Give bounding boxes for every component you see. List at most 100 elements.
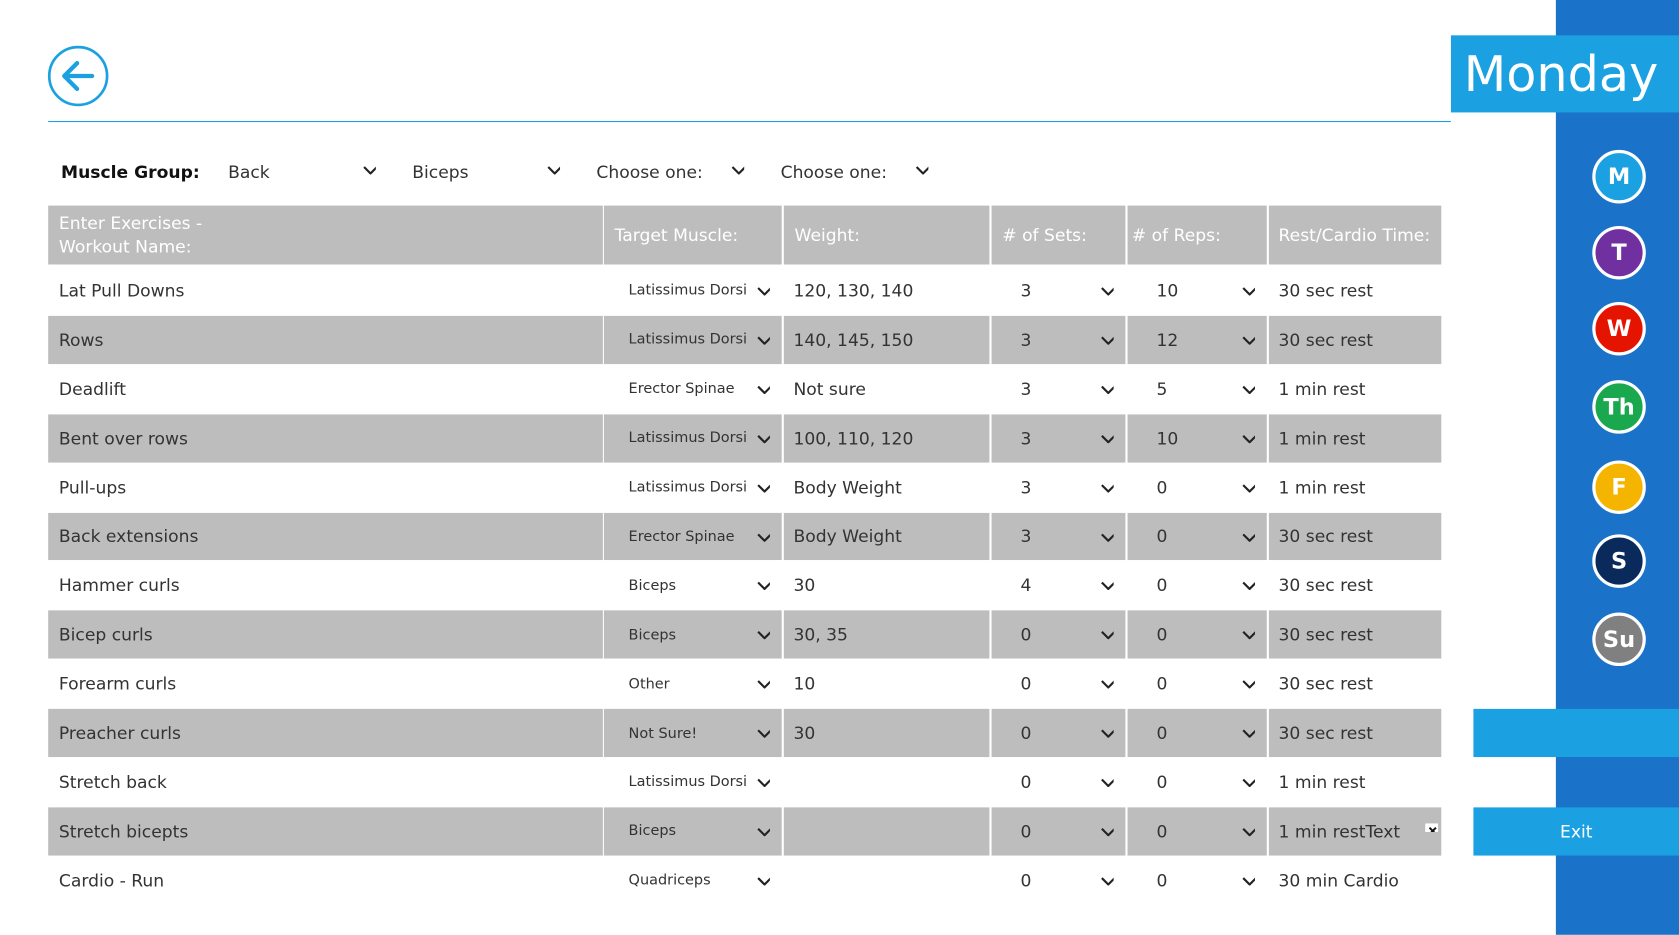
reps[interactable]: 0 [1127, 708, 1267, 758]
sets[interactable]: 0 [1020, 771, 1032, 793]
rest-time[interactable]: 30 sec rest [1268, 610, 1442, 659]
reps[interactable]: 0 [1156, 771, 1168, 793]
filter-dropdown[interactable]: Choose one: [780, 161, 887, 183]
clear-icon[interactable] [1425, 823, 1439, 832]
chevron [757, 385, 770, 394]
reps[interactable]: 0 [1156, 477, 1168, 498]
weight[interactable]: 30 [783, 708, 990, 758]
target-muscle[interactable]: Biceps [603, 807, 782, 856]
sets[interactable]: 4 [1020, 575, 1032, 596]
weight[interactable] [784, 856, 990, 904]
filter-dropdown[interactable]: Back [228, 161, 270, 183]
weight[interactable] [783, 807, 990, 856]
rest-time[interactable]: 1 min rest [1268, 414, 1442, 463]
column-header: # of Reps: [1127, 205, 1267, 265]
reps[interactable]: 0 [1127, 807, 1267, 856]
reps[interactable]: 10 [1156, 280, 1179, 301]
day-button[interactable]: W [1592, 301, 1646, 356]
target-muscle[interactable]: Erector Spinae [603, 512, 782, 561]
chevron [757, 483, 770, 493]
column-header: Weight: [783, 205, 990, 265]
filter-dropdown[interactable]: Choose one: [596, 161, 703, 183]
reps[interactable]: 0 [1156, 575, 1168, 596]
chevron [915, 166, 929, 175]
target-muscle[interactable]: Latissimus Dorsi [603, 414, 782, 463]
rest-time[interactable]: 1 min rest [1278, 477, 1366, 498]
reps[interactable]: 0 [1127, 512, 1267, 561]
chevron [1101, 385, 1114, 394]
target-muscle[interactable]: Quadriceps [628, 871, 711, 890]
reps[interactable]: 0 [1127, 610, 1267, 659]
day-button[interactable]: Su [1592, 612, 1646, 667]
chevron [1101, 582, 1114, 591]
column-header: Rest/Cardio Time: [1268, 205, 1442, 265]
weight[interactable]: Body Weight [793, 477, 902, 498]
day-button[interactable]: Th [1592, 380, 1646, 434]
weight[interactable]: 140, 145, 150 [783, 315, 990, 364]
chevron [1242, 827, 1255, 837]
target-muscle[interactable]: Biceps [603, 610, 782, 659]
rest-time[interactable]: 1 min rest [1278, 771, 1366, 793]
rest-time[interactable]: 30 sec rest [1268, 512, 1442, 561]
reps[interactable]: 5 [1156, 378, 1168, 400]
target-muscle[interactable]: Erector Spinae [628, 380, 735, 398]
reps[interactable]: 0 [1156, 673, 1168, 695]
rest-time[interactable]: 1 min rest [1278, 378, 1366, 400]
chevron [1242, 336, 1255, 345]
target-muscle[interactable]: Biceps [628, 576, 677, 595]
weight[interactable]: Not sure [793, 378, 866, 400]
weight[interactable]: Body Weight [783, 512, 990, 561]
weight[interactable]: 100, 110, 120 [783, 414, 990, 463]
chevron [757, 336, 770, 345]
day-button[interactable]: F [1592, 460, 1646, 514]
blank-button[interactable] [1473, 708, 1679, 758]
target-muscle[interactable]: Latissimus Dorsi [628, 282, 748, 300]
sets[interactable]: 3 [1020, 378, 1032, 400]
rest-time[interactable]: 1 min restText [1268, 807, 1442, 856]
sets[interactable]: 0 [1020, 673, 1032, 695]
exercise-name: Forearm curls [58, 673, 177, 695]
chevron [1101, 778, 1114, 788]
chevron [731, 166, 745, 175]
rest-time[interactable]: 30 sec rest [1278, 673, 1373, 695]
filter-dropdown[interactable]: Biceps [412, 161, 469, 183]
chevron [1242, 631, 1255, 640]
weight[interactable]: 30, 35 [783, 610, 990, 659]
exercise-name: Pull-ups [58, 477, 127, 498]
rest-time[interactable]: 30 sec rest [1278, 575, 1373, 596]
rest-time[interactable]: 30 sec rest [1278, 280, 1373, 301]
chevron [1101, 483, 1114, 493]
target-muscle[interactable]: Latissimus Dorsi [628, 478, 748, 496]
chevron [363, 166, 376, 175]
sets[interactable]: 3 [1020, 280, 1032, 301]
target-muscle[interactable]: Not Sure! [603, 708, 782, 758]
target-muscle[interactable]: Latissimus Dorsi [603, 315, 782, 364]
reps[interactable]: 12 [1127, 315, 1267, 364]
back-button[interactable] [46, 44, 112, 110]
day-button[interactable]: M [1592, 149, 1646, 204]
day-button[interactable]: S [1592, 534, 1646, 588]
exit-button[interactable]: Exit [1473, 807, 1679, 856]
chevron [547, 166, 561, 175]
weight[interactable]: 30 [793, 575, 816, 596]
rest-time[interactable]: 30 min Cardio [1278, 870, 1399, 891]
exercise-name: Lat Pull Downs [58, 280, 185, 301]
weight[interactable]: 120, 130, 140 [793, 280, 914, 301]
target-muscle[interactable]: Latissimus Dorsi [628, 773, 748, 791]
rest-time[interactable]: 30 sec rest [1268, 708, 1442, 758]
chevron [1101, 287, 1114, 296]
day-button[interactable]: T [1592, 225, 1646, 280]
target-muscle[interactable]: Other [628, 675, 670, 693]
weight[interactable] [784, 758, 990, 806]
chevron [1242, 483, 1255, 493]
sets[interactable]: 3 [1020, 477, 1032, 498]
chevron [1242, 385, 1255, 394]
weight[interactable]: 10 [793, 673, 816, 695]
chevron [757, 582, 770, 591]
rest-time[interactable]: 30 sec rest [1268, 315, 1442, 364]
filter-label: Muscle Group: [61, 161, 200, 183]
reps[interactable]: 0 [1156, 870, 1168, 891]
reps[interactable]: 10 [1127, 414, 1267, 463]
chevron [1242, 778, 1255, 788]
sets[interactable]: 0 [1020, 870, 1032, 891]
